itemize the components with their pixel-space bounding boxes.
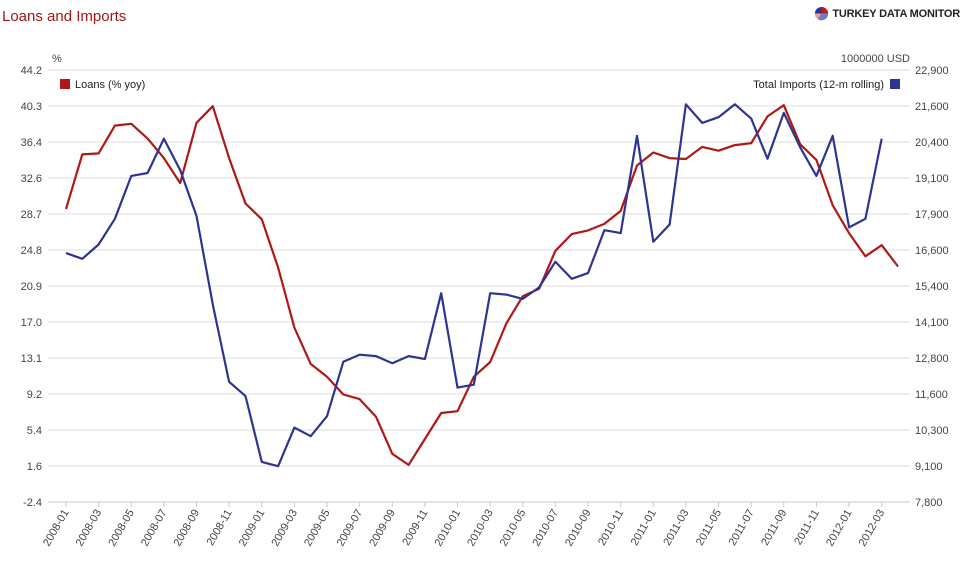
- y-left-tick-label: 13.1: [21, 353, 42, 365]
- x-tick-label: 2010-05: [498, 508, 529, 549]
- legend-swatch-imports: [890, 79, 900, 89]
- x-tick-label: 2010-01: [433, 508, 464, 549]
- x-tick-label: 2009-03: [269, 508, 300, 549]
- x-tick-label: 2011-05: [694, 508, 724, 548]
- x-tick-label: 2008-11: [205, 508, 235, 548]
- y-right-tick-label: 12,800: [915, 353, 949, 365]
- x-tick-label: 2008-09: [172, 508, 203, 549]
- y-right-tick-label: 22,900: [915, 65, 949, 77]
- pie-logo-icon: [815, 6, 829, 21]
- y-left-tick-label: 17.0: [21, 317, 42, 329]
- y-right-tick-label: 20,400: [915, 137, 949, 149]
- y-left-tick-label: 1.6: [27, 461, 42, 473]
- y-right-tick-label: 16,600: [915, 245, 949, 257]
- x-tick-label: 2008-03: [74, 508, 105, 549]
- imports-series-line: [65, 103, 883, 468]
- y-right-tick-label: 9,100: [915, 461, 943, 473]
- x-tick-label: 2009-11: [400, 508, 430, 548]
- chart-title: Loans and Imports: [2, 8, 127, 25]
- x-tick-label: 2011-11: [792, 508, 822, 548]
- y-left-unit: %: [52, 53, 62, 65]
- x-tick-label: 2010-09: [563, 508, 594, 549]
- y-left-tick-label: -2.4: [23, 497, 42, 509]
- legend-swatch-loans: [60, 79, 70, 89]
- x-tick-label: 2011-07: [727, 508, 757, 548]
- x-tick-label: 2012-03: [857, 508, 888, 549]
- loans-series-line: [64, 104, 899, 466]
- y-left-tick-label: 40.3: [21, 101, 42, 113]
- x-tick-label: 2008-05: [106, 508, 137, 549]
- x-tick-label: 2009-01: [237, 508, 268, 549]
- y-left-tick-label: 32.6: [21, 173, 42, 185]
- y-left-tick-label: 9.2: [27, 389, 42, 401]
- x-tick-label: 2009-09: [367, 508, 398, 549]
- y-right-tick-label: 17,900: [915, 209, 949, 221]
- x-tick-label: 2009-07: [335, 508, 366, 549]
- y-left-tick-label: 28.7: [21, 209, 42, 221]
- x-tick-label: 2011-01: [629, 508, 659, 548]
- y-right-tick-label: 21,600: [915, 101, 949, 113]
- x-tick-label: 2012-01: [824, 508, 855, 549]
- y-right-tick-label: 19,100: [915, 173, 949, 185]
- x-tick-label: 2008-07: [139, 508, 170, 549]
- y-right-tick-label: 7,800: [915, 497, 943, 509]
- legend-label-loans: Loans (% yoy): [75, 79, 145, 91]
- x-tick-label: 2010-07: [530, 508, 561, 549]
- legend-label-imports: Total Imports (12-m rolling): [753, 79, 884, 91]
- x-tick-label: 2010-11: [596, 508, 626, 548]
- y-right-tick-label: 15,400: [915, 281, 949, 293]
- brand-name: TURKEY DATA MONITOR: [832, 7, 960, 20]
- y-right-tick-label: 11,600: [915, 389, 948, 401]
- x-tick-label: 2010-03: [465, 508, 496, 549]
- y-right-tick-label: 10,300: [915, 425, 949, 437]
- y-left-tick-label: 44.2: [21, 65, 42, 77]
- y-left-tick-label: 24.8: [21, 245, 42, 257]
- x-tick-label: 2008-01: [41, 508, 72, 549]
- y-left-tick-label: 36.4: [21, 137, 42, 149]
- y-left-tick-label: 20.9: [21, 281, 42, 293]
- x-tick-label: 2011-09: [759, 508, 789, 548]
- x-tick-label: 2011-03: [661, 508, 691, 548]
- y-right-unit: 1000000 USD: [841, 53, 910, 65]
- brand-logo-block: TURKEY DATA MONITOR: [814, 6, 960, 21]
- x-tick-label: 2009-05: [302, 508, 333, 549]
- y-left-tick-label: 5.4: [27, 425, 42, 437]
- y-right-tick-label: 14,100: [915, 317, 949, 329]
